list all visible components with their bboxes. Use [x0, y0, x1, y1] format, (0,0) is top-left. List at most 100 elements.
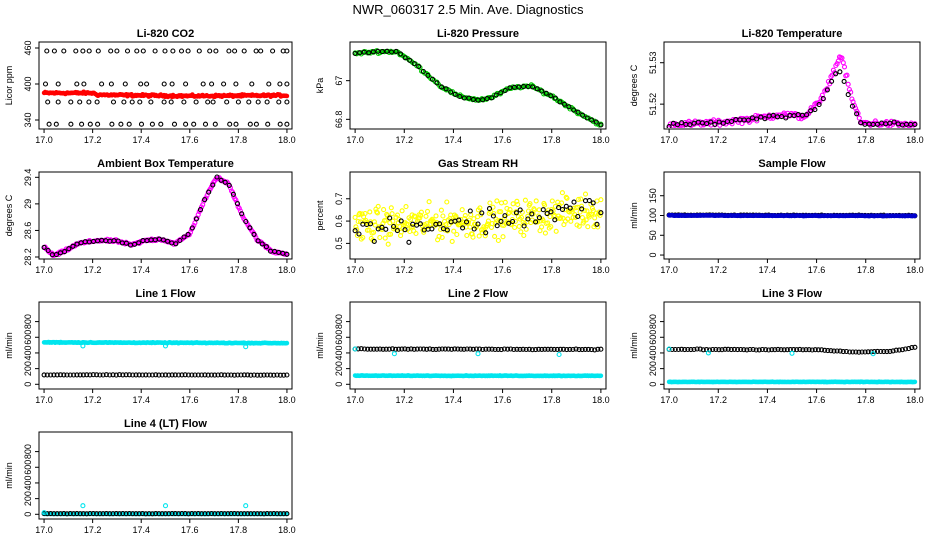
- data-point: [169, 81, 175, 87]
- data-point: [666, 346, 672, 352]
- data-point: [739, 121, 745, 127]
- page-title: NWR_060317 2.5 Min. Ave. Diagnostics: [352, 2, 584, 17]
- data-point: [146, 511, 152, 517]
- data-point: [113, 372, 119, 378]
- data-point: [592, 215, 598, 221]
- data-point: [243, 503, 249, 509]
- data-point: [238, 511, 244, 517]
- data-point: [138, 81, 144, 87]
- data-point: [48, 511, 54, 517]
- data-point: [444, 199, 450, 205]
- data-layer: [352, 346, 604, 379]
- data-point: [670, 120, 676, 126]
- data-point: [281, 372, 287, 378]
- x-tick-label: 17.4: [445, 135, 463, 145]
- data-point: [126, 121, 132, 127]
- data-point: [41, 244, 47, 250]
- data-point: [156, 372, 162, 378]
- data-point: [284, 511, 290, 517]
- data-point: [136, 240, 142, 246]
- data-point: [67, 372, 73, 378]
- data-point: [421, 229, 427, 235]
- data-point: [498, 218, 504, 224]
- data-point: [775, 346, 781, 352]
- x-tick-label: 17.8: [543, 265, 561, 275]
- data-point: [856, 115, 862, 121]
- data-point: [355, 218, 361, 225]
- data-point: [498, 347, 504, 353]
- data-point: [495, 346, 501, 352]
- y-tick-label: 600: [648, 330, 658, 345]
- data-point: [407, 57, 413, 63]
- y-tick-label: 200: [334, 361, 344, 376]
- data-point: [482, 233, 488, 239]
- data-point: [399, 208, 405, 214]
- data-point: [258, 372, 264, 378]
- data-point: [443, 86, 449, 92]
- data-point: [389, 211, 395, 217]
- data-point: [254, 372, 260, 378]
- data-point: [165, 238, 171, 244]
- data-point: [845, 92, 851, 98]
- data-layer: [352, 190, 604, 247]
- data-point: [227, 121, 233, 127]
- data-point: [424, 208, 431, 214]
- data-point: [133, 372, 139, 378]
- data-point: [270, 48, 276, 54]
- data-point: [185, 372, 192, 378]
- data-point: [90, 372, 96, 378]
- data-point: [251, 231, 257, 237]
- x-tick-label: 18.0: [278, 135, 296, 145]
- data-point: [398, 51, 404, 57]
- data-point: [103, 511, 109, 517]
- data-point: [800, 347, 806, 353]
- x-tick-label: 17.0: [346, 265, 364, 275]
- data-point: [236, 205, 242, 211]
- data-point: [77, 511, 83, 517]
- data-point: [130, 511, 136, 517]
- data-point: [210, 99, 216, 105]
- data-point: [902, 346, 909, 352]
- series-licor-temp-ref: [666, 69, 918, 128]
- data-point: [99, 81, 105, 87]
- data-point: [682, 347, 688, 353]
- x-tick-label: 17.0: [35, 265, 53, 275]
- data-point: [582, 191, 589, 197]
- data-point: [747, 346, 753, 353]
- series-rh-gas: [352, 190, 604, 247]
- data-point: [403, 204, 409, 210]
- data-point: [525, 213, 531, 219]
- data-point: [859, 349, 865, 355]
- data-point: [62, 249, 68, 255]
- data-point: [123, 372, 129, 378]
- data-point: [475, 351, 481, 357]
- data-point: [41, 372, 47, 378]
- data-point: [525, 216, 531, 222]
- data-point: [276, 99, 282, 105]
- plot-frame: [663, 41, 921, 130]
- data-point: [697, 346, 703, 352]
- data-point: [208, 372, 215, 378]
- data-point: [590, 200, 596, 206]
- data-point: [585, 224, 591, 230]
- data-point: [549, 198, 555, 204]
- y-axis-label: ml/min: [4, 332, 14, 359]
- data-point: [480, 97, 486, 103]
- data-point: [438, 207, 444, 213]
- data-point: [215, 372, 221, 378]
- y-axis-label: Licor ppm: [4, 66, 14, 106]
- data-point: [233, 121, 239, 127]
- data-point: [511, 346, 517, 353]
- x-tick-label: 18.0: [906, 135, 924, 145]
- data-point: [222, 511, 228, 517]
- data-point: [185, 511, 192, 517]
- series-ambient-temp-ref: [41, 174, 290, 258]
- data-point: [205, 511, 211, 517]
- data-point: [161, 99, 167, 105]
- data-point: [758, 114, 764, 120]
- data-point: [284, 251, 290, 257]
- y-tick-label: 29: [23, 199, 33, 209]
- data-point: [182, 511, 188, 517]
- data-point: [448, 89, 454, 95]
- data-point: [487, 200, 493, 206]
